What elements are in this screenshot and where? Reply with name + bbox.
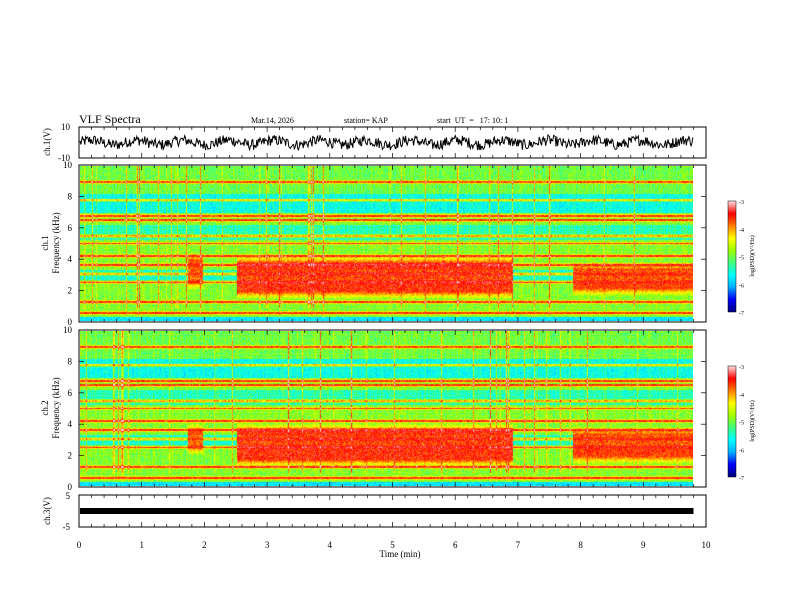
frequency-tick-label: 2	[68, 286, 73, 296]
colorbar-tick-label: -5	[739, 256, 744, 262]
colorbar-tick-label: -7	[739, 476, 744, 482]
ch2-spectrogram-image	[80, 331, 693, 486]
frequency-tick-label: 2	[68, 451, 73, 461]
xtick-label: 10	[702, 540, 712, 550]
ch1-frequency-ylabel: Frequency (kHz)	[51, 212, 61, 273]
xtick-label: 3	[265, 540, 270, 550]
xtick-label: 7	[516, 540, 521, 550]
colorbar1	[728, 201, 736, 312]
colorbar-tick-label: -3	[739, 365, 744, 371]
colorbar-tick-label: -4	[739, 228, 744, 234]
ch1-waveform-panel: 10 -10 ch.1(V)	[42, 122, 707, 163]
colorbar2-frame	[727, 365, 737, 478]
frequency-tick-label: 6	[68, 223, 73, 233]
ch3-ytick-top: 5	[66, 491, 71, 501]
ch1-ytick-bottom: -10	[58, 153, 70, 163]
station-label: station= KAP	[344, 116, 388, 125]
ch2-frequency-ylabel: Frequency (kHz)	[51, 377, 61, 438]
colorbar-tick-label: -5	[739, 421, 744, 427]
colorbar-tick-label: -3	[739, 200, 744, 206]
ch1-ytick-top: 10	[61, 122, 71, 132]
frequency-tick-label: 8	[68, 191, 73, 201]
ch3-waveform-line	[80, 508, 694, 514]
ch1-spectrogram-image	[80, 166, 693, 321]
date-label: Mar.14, 2026	[251, 116, 294, 125]
frequency-tick-label: 4	[68, 254, 73, 264]
frequency-tick-label: 10	[63, 325, 73, 335]
ch2-spectrogram-yticks: 0 2 4 6 8 10	[63, 325, 706, 492]
xtick-label: 5	[390, 540, 395, 550]
colorbar1-frame	[727, 200, 737, 313]
colorbar2-holder	[728, 366, 736, 477]
ch3-waveform-ylabel: ch.3(V)	[42, 497, 52, 525]
colorbar-tick-label: -4	[739, 393, 744, 399]
figure-title: VLF Spectra	[79, 112, 141, 126]
ch1-waveform-ylabel: ch.1(V)	[42, 128, 52, 156]
xtick-label: 4	[328, 540, 333, 550]
colorbar1-ticks: -3 -4 -5 -6 -7	[739, 200, 744, 317]
ch3-waveform-panel: 5 -5 ch.3(V)	[42, 491, 707, 532]
colorbar1-holder	[728, 201, 736, 312]
xtick-label: 8	[578, 540, 583, 550]
start-time-label: start UT = 17: 10: 1	[437, 116, 508, 125]
colorbar2	[728, 366, 736, 477]
xtick-label: 6	[453, 540, 458, 550]
xtick-label: 0	[77, 540, 82, 550]
frequency-tick-label: 10	[63, 160, 73, 170]
time-axis-label: Time (min)	[380, 549, 421, 559]
ch1-spectrogram-yticks: 0 2 4 6 8 10	[63, 160, 706, 327]
colorbar-tick-label: -6	[739, 448, 744, 454]
xtick-label: 1	[139, 540, 144, 550]
frequency-tick-label: 4	[68, 419, 73, 429]
time-axis-tick-labels: 0 1 2 3 4 5 6 7 8 9 10	[77, 540, 711, 550]
colorbar-tick-label: -7	[739, 311, 744, 317]
ch1-waveform-line	[79, 133, 694, 152]
frequency-tick-label: 0	[68, 317, 73, 327]
ch2-label: ch.2	[40, 400, 50, 415]
xtick-label: 9	[641, 540, 646, 550]
frequency-tick-label: 6	[68, 388, 73, 398]
frequency-tick-label: 8	[68, 356, 73, 366]
colorbar2-ticks: -3 -4 -5 -6 -7	[739, 365, 744, 482]
frequency-tick-label: 0	[68, 482, 73, 492]
ch3-ytick-bottom: -5	[63, 522, 71, 532]
xtick-label: 2	[202, 540, 207, 550]
colorbar2-label: log(PSD)(V²/Hz)	[749, 400, 756, 441]
colorbar1-label: log(PSD)(V²/Hz)	[749, 235, 756, 276]
colorbar-tick-label: -6	[739, 283, 744, 289]
ch1-spectrogram-image-holder	[80, 166, 693, 321]
time-axis-ticks	[78, 127, 707, 527]
ch1-label: ch.1	[40, 235, 50, 250]
ch2-spectrogram-image-holder	[80, 331, 693, 486]
